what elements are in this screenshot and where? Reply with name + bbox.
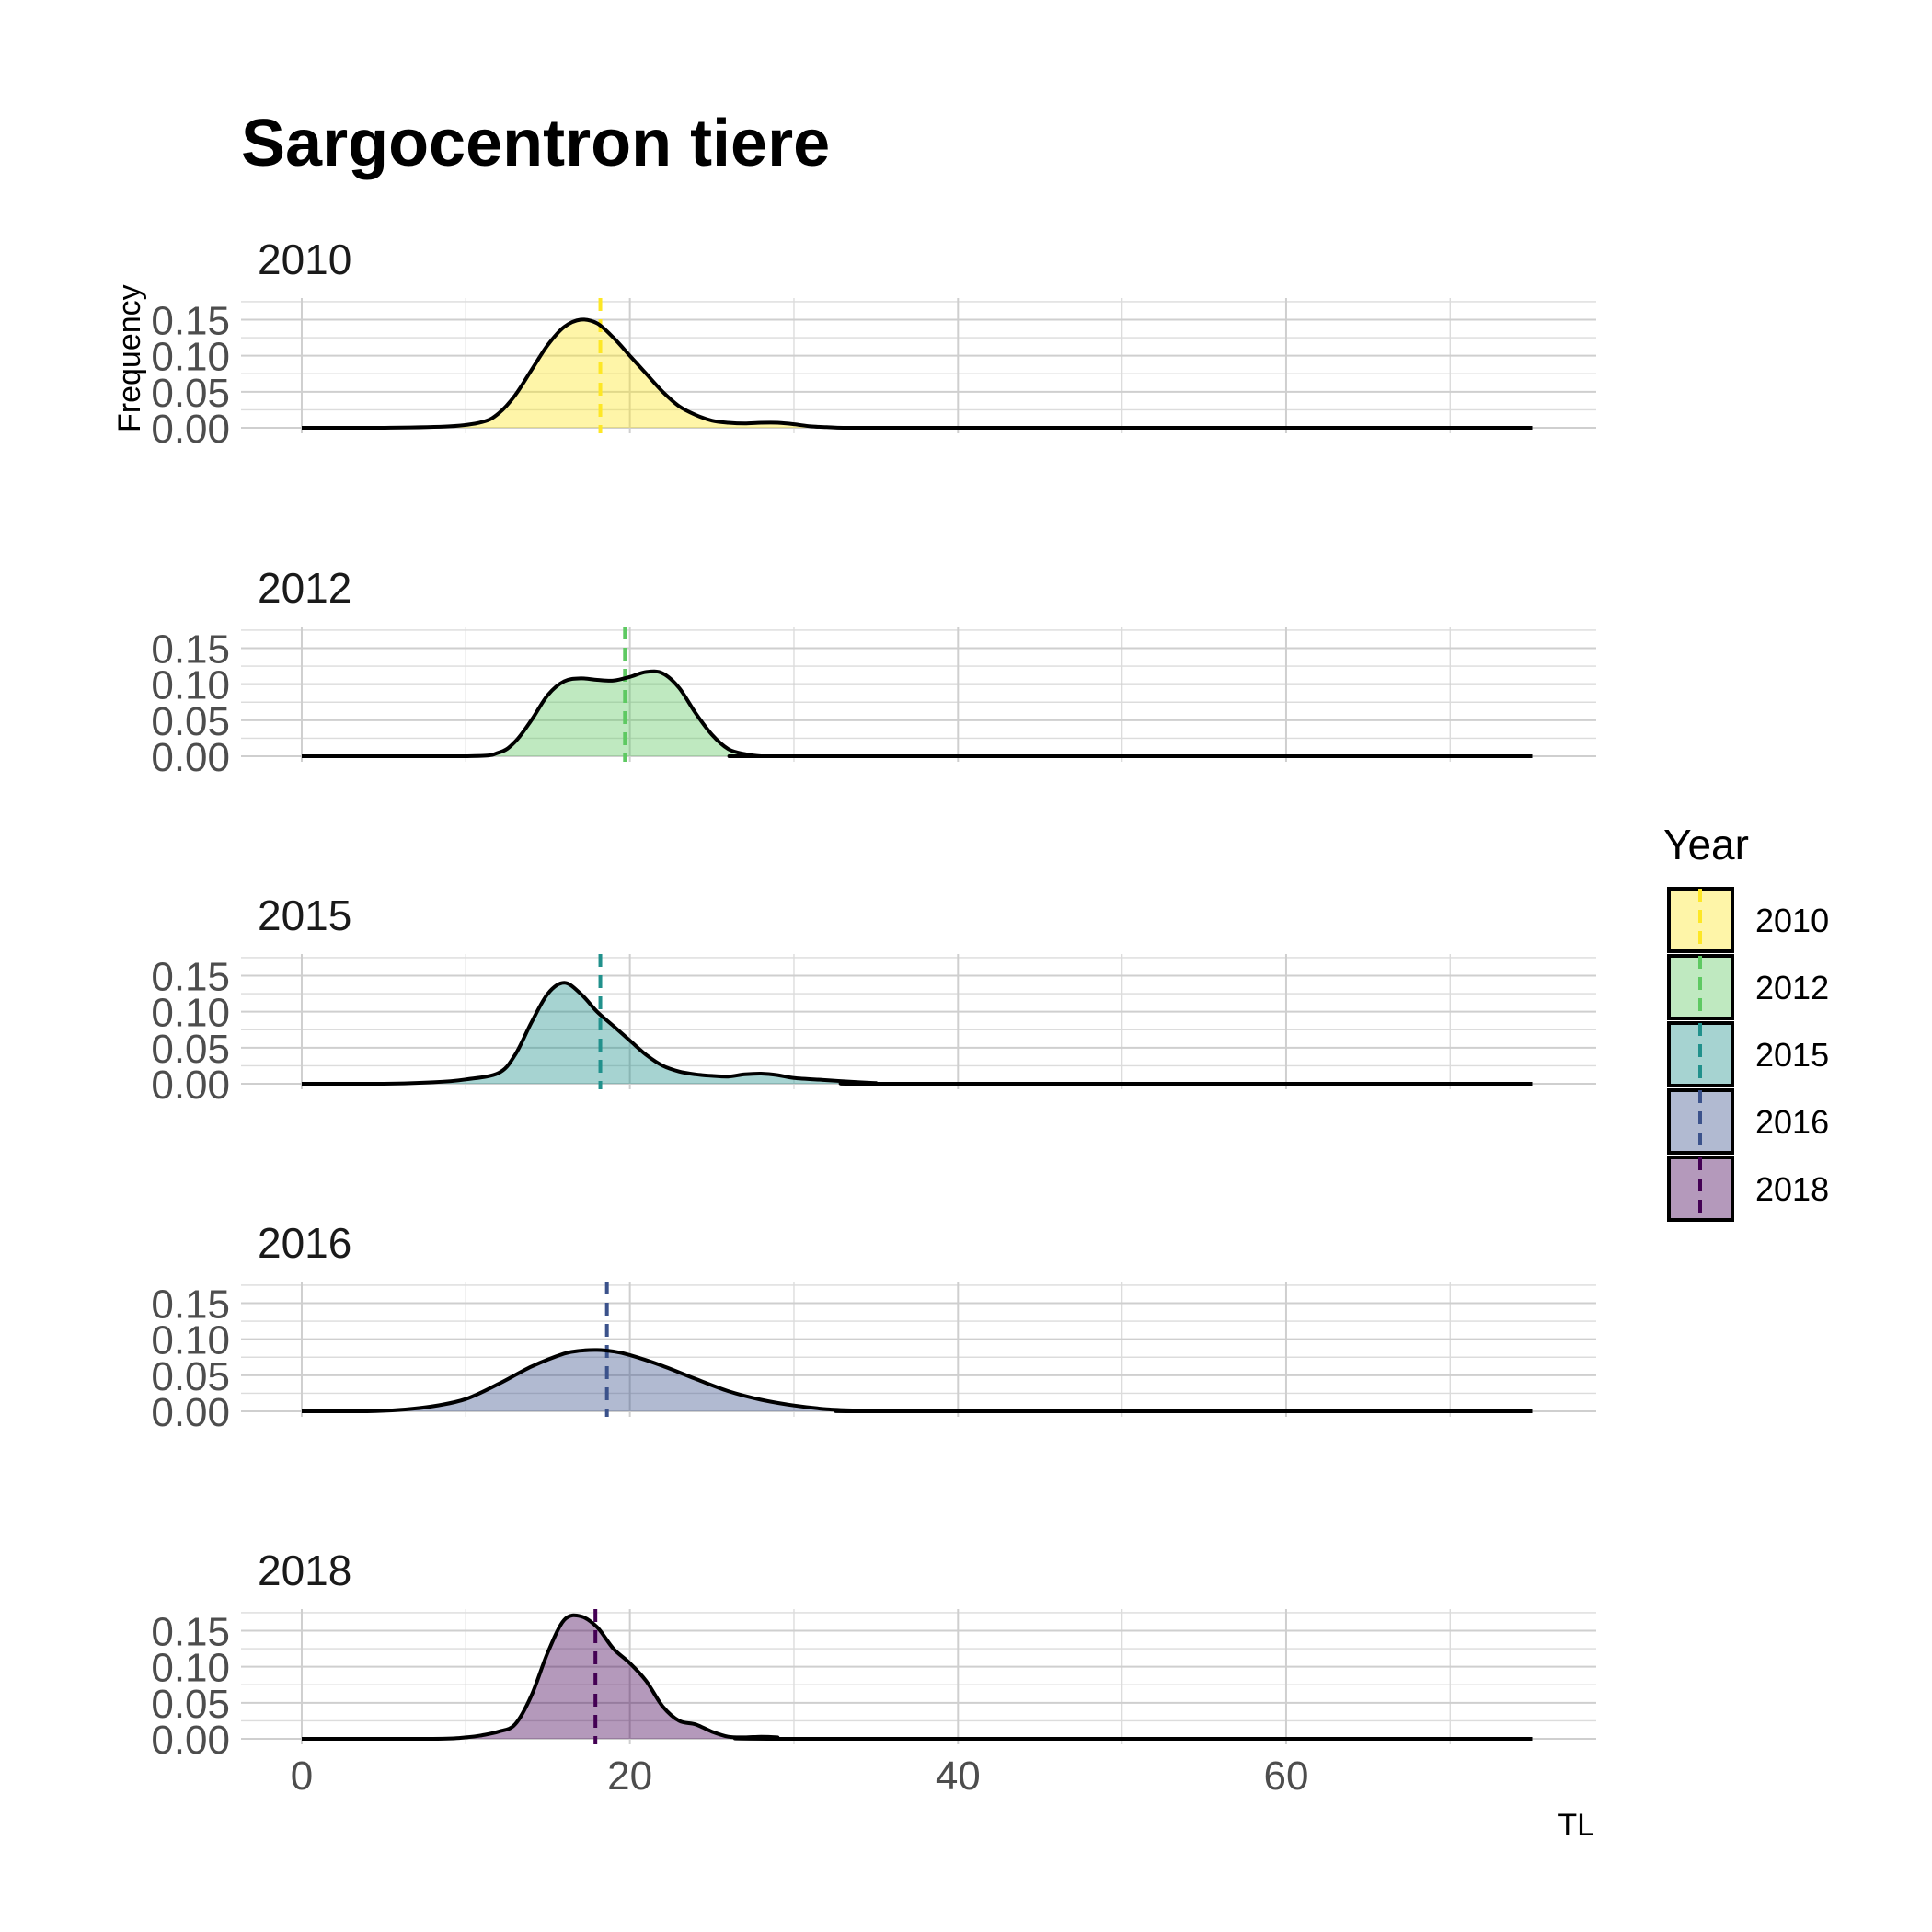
density-area-2016 xyxy=(301,1350,1533,1411)
x-tick-label: 0 xyxy=(291,1754,313,1799)
x-tick-label: 40 xyxy=(936,1754,981,1799)
x-axis: 0 20 40 60 xyxy=(291,1754,1309,1799)
y-tick-label: 0.00 xyxy=(151,1063,230,1108)
y-tick-label: 0.15 xyxy=(151,627,230,673)
y-tick-label: 0.00 xyxy=(151,407,230,452)
y-tick-label: 0.15 xyxy=(151,1282,230,1328)
legend-label: 2012 xyxy=(1755,969,1829,1006)
density-area-2010 xyxy=(301,319,1533,428)
facet-label: 2016 xyxy=(258,1219,351,1267)
density-line-2016 xyxy=(301,1348,1533,1414)
y-tick-label: 0.00 xyxy=(151,1718,230,1763)
legend-label: 2018 xyxy=(1755,1170,1829,1208)
legend-label: 2016 xyxy=(1755,1103,1829,1141)
facet-panel-2015: 2015 0.000.050.100.15 xyxy=(151,891,1596,1108)
legend-title: Year xyxy=(1663,821,1749,868)
legend-item-2016: 2016 xyxy=(1667,1088,1829,1155)
legend-item-2012: 2012 xyxy=(1667,954,1829,1020)
y-axis-label: Frequency xyxy=(112,284,147,432)
density-area-2012 xyxy=(301,671,1533,756)
x-tick-label: 20 xyxy=(607,1754,652,1799)
x-tick-label: 60 xyxy=(1263,1754,1308,1799)
density-line-2015 xyxy=(302,981,1533,1087)
y-tick-label: 0.00 xyxy=(151,735,230,780)
y-tick-label: 0.15 xyxy=(151,299,230,344)
y-tick-label: 0.05 xyxy=(151,1682,230,1727)
y-tick-label: 0.15 xyxy=(151,955,230,1000)
y-tick-label: 0.15 xyxy=(151,1610,230,1655)
y-tick-label: 0.10 xyxy=(151,335,230,380)
legend-item-2015: 2015 xyxy=(1667,1021,1829,1087)
y-tick-label: 0.00 xyxy=(151,1390,230,1435)
density-line-2010 xyxy=(302,317,1533,431)
legend-label: 2010 xyxy=(1755,902,1829,939)
facet-label: 2012 xyxy=(258,564,351,612)
chart-title: Sargocentron tiere xyxy=(241,107,830,180)
legend: Year 2010 2012 2015 2016 2018 xyxy=(1663,821,1829,1222)
y-tick-label: 0.05 xyxy=(151,699,230,744)
facet-panel-2016: 2016 0.000.050.100.15 xyxy=(151,1219,1596,1435)
facet-panel-2012: 2012 0.000.050.100.15 xyxy=(151,564,1596,780)
y-tick-label: 0.10 xyxy=(151,663,230,708)
density-line-2018 xyxy=(301,1613,1533,1742)
facet-panel-2010: 2010 0.000.050.100.15 xyxy=(151,236,1596,452)
y-tick-label: 0.10 xyxy=(151,1646,230,1691)
density-line-2012 xyxy=(301,669,1533,759)
y-tick-label: 0.10 xyxy=(151,991,230,1036)
density-area-2015 xyxy=(301,983,1533,1084)
y-tick-label: 0.05 xyxy=(151,1027,230,1072)
facet-label: 2015 xyxy=(258,891,351,939)
x-axis-label: TL xyxy=(1558,1808,1594,1843)
facet-label: 2010 xyxy=(258,236,351,283)
legend-item-2010: 2010 xyxy=(1667,887,1829,953)
y-tick-label: 0.05 xyxy=(151,371,230,416)
facet-panels: 20100.000.050.100.1520120.000.050.100.15… xyxy=(151,236,1596,1763)
legend-item-2018: 2018 xyxy=(1667,1156,1829,1222)
y-tick-label: 0.10 xyxy=(151,1318,230,1363)
facet-label: 2018 xyxy=(258,1547,351,1594)
facet-panel-2018: 2018 0.000.050.100.15 xyxy=(151,1547,1596,1763)
y-tick-label: 0.05 xyxy=(151,1354,230,1399)
legend-label: 2015 xyxy=(1755,1036,1829,1074)
